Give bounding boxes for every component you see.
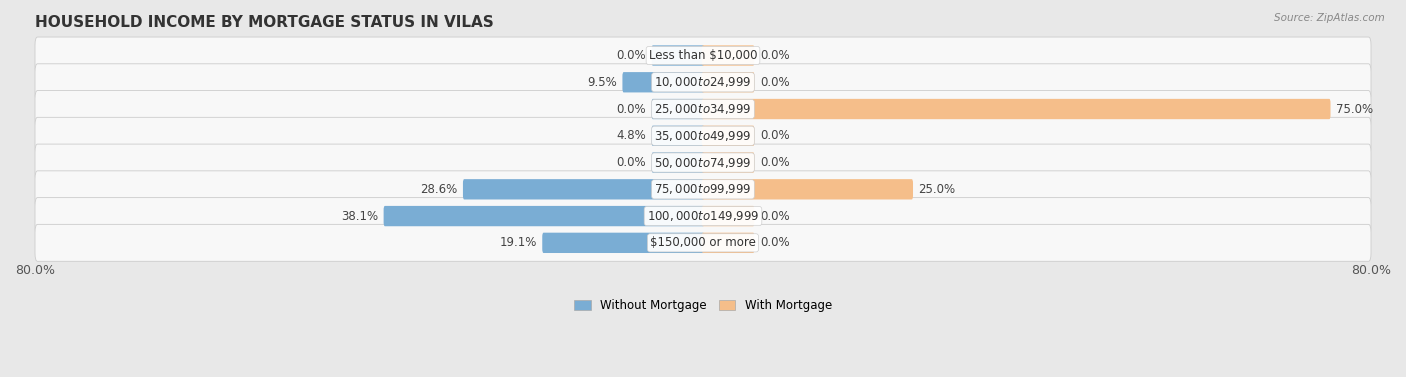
Text: Source: ZipAtlas.com: Source: ZipAtlas.com	[1274, 13, 1385, 23]
Text: 75.0%: 75.0%	[1336, 103, 1374, 115]
FancyBboxPatch shape	[651, 152, 704, 173]
FancyBboxPatch shape	[384, 206, 704, 226]
FancyBboxPatch shape	[35, 198, 1371, 234]
FancyBboxPatch shape	[35, 90, 1371, 127]
FancyBboxPatch shape	[702, 233, 755, 253]
Text: 9.5%: 9.5%	[588, 76, 617, 89]
Legend: Without Mortgage, With Mortgage: Without Mortgage, With Mortgage	[569, 294, 837, 317]
FancyBboxPatch shape	[702, 179, 912, 199]
Text: 19.1%: 19.1%	[499, 236, 537, 249]
Text: 28.6%: 28.6%	[420, 183, 457, 196]
FancyBboxPatch shape	[35, 64, 1371, 101]
Text: 25.0%: 25.0%	[918, 183, 956, 196]
Text: 0.0%: 0.0%	[759, 210, 789, 222]
FancyBboxPatch shape	[651, 45, 704, 66]
FancyBboxPatch shape	[623, 72, 704, 92]
Text: 0.0%: 0.0%	[759, 129, 789, 142]
Text: 38.1%: 38.1%	[342, 210, 378, 222]
FancyBboxPatch shape	[543, 233, 704, 253]
FancyBboxPatch shape	[702, 99, 1330, 119]
Text: Less than $10,000: Less than $10,000	[648, 49, 758, 62]
Text: $50,000 to $74,999: $50,000 to $74,999	[654, 156, 752, 170]
FancyBboxPatch shape	[702, 152, 755, 173]
Text: 0.0%: 0.0%	[617, 156, 647, 169]
Text: $150,000 or more: $150,000 or more	[650, 236, 756, 249]
Text: 0.0%: 0.0%	[617, 49, 647, 62]
Text: 0.0%: 0.0%	[759, 156, 789, 169]
Text: $75,000 to $99,999: $75,000 to $99,999	[654, 182, 752, 196]
FancyBboxPatch shape	[702, 126, 755, 146]
FancyBboxPatch shape	[35, 171, 1371, 208]
Text: 0.0%: 0.0%	[759, 236, 789, 249]
Text: $35,000 to $49,999: $35,000 to $49,999	[654, 129, 752, 143]
FancyBboxPatch shape	[35, 37, 1371, 74]
FancyBboxPatch shape	[463, 179, 704, 199]
FancyBboxPatch shape	[35, 224, 1371, 261]
Text: 4.8%: 4.8%	[616, 129, 647, 142]
Text: $25,000 to $34,999: $25,000 to $34,999	[654, 102, 752, 116]
FancyBboxPatch shape	[702, 45, 755, 66]
FancyBboxPatch shape	[35, 144, 1371, 181]
Text: $100,000 to $149,999: $100,000 to $149,999	[647, 209, 759, 223]
Text: $10,000 to $24,999: $10,000 to $24,999	[654, 75, 752, 89]
FancyBboxPatch shape	[651, 99, 704, 119]
Text: 0.0%: 0.0%	[759, 49, 789, 62]
Text: 0.0%: 0.0%	[759, 76, 789, 89]
Text: 0.0%: 0.0%	[617, 103, 647, 115]
FancyBboxPatch shape	[35, 117, 1371, 154]
FancyBboxPatch shape	[651, 126, 704, 146]
FancyBboxPatch shape	[702, 206, 755, 226]
Text: HOUSEHOLD INCOME BY MORTGAGE STATUS IN VILAS: HOUSEHOLD INCOME BY MORTGAGE STATUS IN V…	[35, 15, 494, 30]
FancyBboxPatch shape	[702, 72, 755, 92]
